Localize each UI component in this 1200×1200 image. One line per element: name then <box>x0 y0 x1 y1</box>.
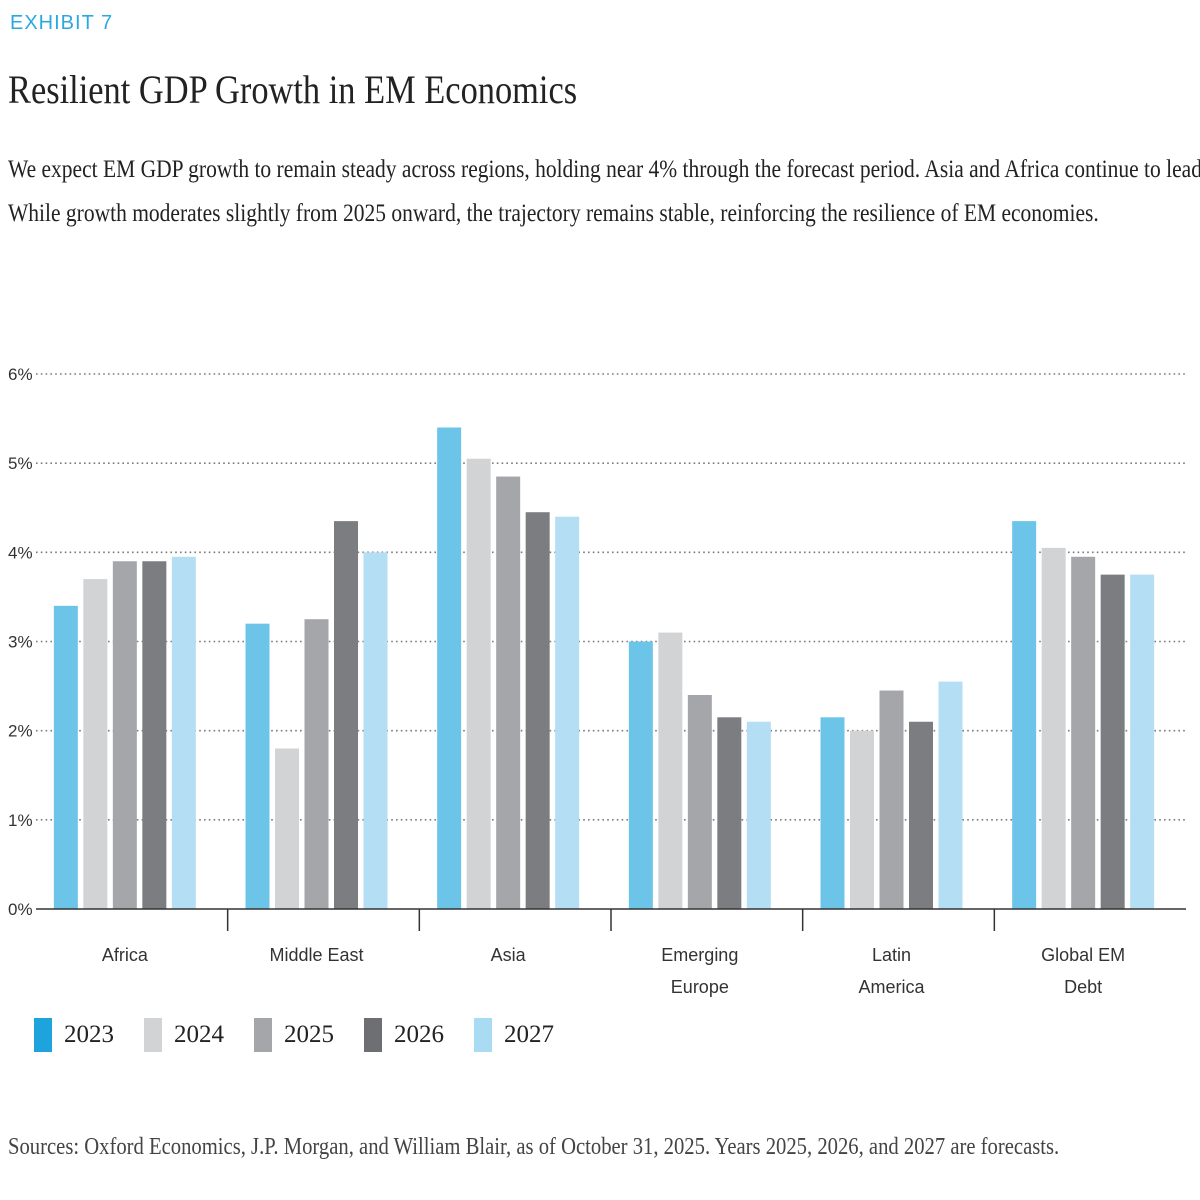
legend-swatch-2025 <box>254 1018 272 1052</box>
legend-label-2026: 2026 <box>394 1021 444 1048</box>
bar-latin-america-2024 <box>850 730 874 909</box>
bar-emerging-europe-2027 <box>746 721 771 909</box>
bar-latin-america-2026 <box>909 721 933 909</box>
bar-asia-2024 <box>466 458 491 909</box>
y-tick-label-1: 1% <box>8 811 33 830</box>
x-category-label: Middle East <box>269 945 363 965</box>
bar-chart: 0% 1% 2% 3% 4% 5% 6% Africa Middle East Asia Emerg… <box>8 365 1186 997</box>
bar-emerging-europe-2026 <box>717 717 742 909</box>
legend-label-2025: 2025 <box>284 1021 334 1048</box>
y-tick-label-2: 2% <box>8 722 33 741</box>
legend-swatch-2023 <box>34 1018 52 1052</box>
bar-middle-east-2027 <box>363 552 388 909</box>
x-category-label: Global EM <box>1041 945 1125 965</box>
bar-africa-2023 <box>53 605 78 909</box>
bar-middle-east-2023 <box>245 623 270 909</box>
x-category-label: Latin <box>872 945 911 965</box>
source-note: Sources: Oxford Economics, J.P. Morgan, … <box>8 1134 1060 1160</box>
bar-global-em-debt-2023 <box>1012 521 1037 909</box>
bar-global-em-debt-2024 <box>1041 547 1066 909</box>
chart-title: Resilient GDP Growth in EM Economics <box>8 67 578 112</box>
legend-swatch-2026 <box>364 1018 382 1052</box>
bar-asia-2025 <box>496 476 521 909</box>
legend-label-2023: 2023 <box>64 1021 114 1048</box>
chart-subtitle: We expect EM GDP growth to remain steady… <box>8 148 1200 236</box>
x-category-label: Emerging <box>661 945 738 965</box>
bar-middle-east-2024 <box>275 748 299 909</box>
exhibit-label: EXHIBIT 7 <box>10 12 114 34</box>
x-category-label: Africa <box>102 945 149 965</box>
bar-asia-2026 <box>525 512 550 909</box>
bar-middle-east-2026 <box>334 521 358 909</box>
legend-item-2026: 2026 <box>364 1018 444 1052</box>
bar-asia-2023 <box>437 427 462 909</box>
bar-latin-america-2027 <box>938 681 963 909</box>
x-category-label: America <box>858 977 925 997</box>
legend-item-2025: 2025 <box>254 1018 334 1052</box>
bar-global-em-debt-2025 <box>1071 556 1096 909</box>
subtitle-line-2: While growth moderates slightly from 202… <box>8 200 1099 227</box>
bar-global-em-debt-2027 <box>1130 574 1155 909</box>
x-category-label: Debt <box>1064 977 1102 997</box>
legend-item-2023: 2023 <box>34 1018 114 1052</box>
chart-legend: 2023 2024 2025 2026 2027 <box>34 1018 554 1052</box>
bar-emerging-europe-2023 <box>628 641 653 909</box>
bar-latin-america-2023 <box>820 717 845 909</box>
bar-middle-east-2025 <box>304 619 329 909</box>
subtitle-line-1: We expect EM GDP growth to remain steady… <box>8 156 1200 183</box>
legend-swatch-2024 <box>144 1018 162 1052</box>
legend-label-2024: 2024 <box>174 1021 224 1048</box>
bar-asia-2027 <box>555 516 580 909</box>
x-category-label: Asia <box>491 945 527 965</box>
bar-emerging-europe-2024 <box>658 632 683 909</box>
bar-africa-2026 <box>142 561 167 909</box>
y-tick-label-6: 6% <box>8 365 33 384</box>
bar-africa-2024 <box>83 579 108 909</box>
bar-emerging-europe-2025 <box>687 695 712 909</box>
legend-label-2027: 2027 <box>504 1021 554 1048</box>
y-tick-label-0: 0% <box>8 900 33 919</box>
bar-global-em-debt-2026 <box>1100 574 1125 909</box>
legend-item-2024: 2024 <box>144 1018 224 1052</box>
y-tick-label-3: 3% <box>8 633 33 652</box>
bar-latin-america-2025 <box>879 690 904 909</box>
legend-swatch-2027 <box>474 1018 492 1052</box>
x-category-label: Europe <box>671 977 729 997</box>
bar-africa-2027 <box>171 556 196 909</box>
y-tick-label-4: 4% <box>8 543 33 562</box>
legend-item-2027: 2027 <box>474 1018 554 1052</box>
bar-africa-2025 <box>112 561 137 909</box>
y-tick-label-5: 5% <box>8 454 33 473</box>
